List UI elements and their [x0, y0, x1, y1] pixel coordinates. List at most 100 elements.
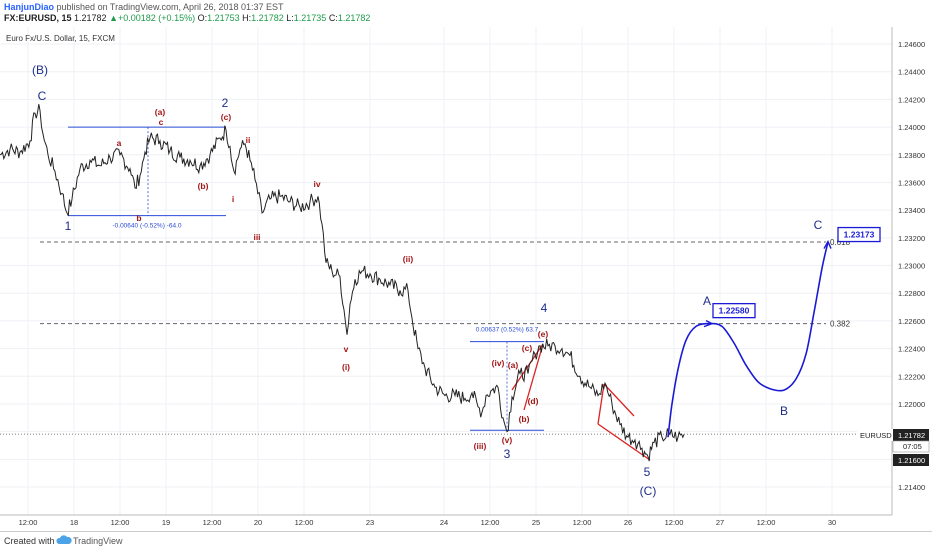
- y-tick-label: 1.22600: [898, 317, 925, 326]
- price-change: +0.00182 (+0.15%): [118, 13, 196, 23]
- symbol-tag-box: [857, 429, 899, 441]
- wave-label: i: [232, 194, 234, 204]
- range-label: 0.00637 (0.52%) 63.7: [476, 327, 539, 334]
- y-tick-label: 1.24400: [898, 68, 925, 77]
- time-axis[interactable]: 12:00 18 12:00 19 12:00 20 12:00 23 24 12:00 25 12:…: [19, 518, 837, 527]
- countdown: 07:05: [903, 442, 922, 451]
- target-box: [837, 226, 881, 243]
- wave-label: 3: [504, 447, 511, 461]
- x-tick-label: 27: [716, 518, 724, 527]
- target-box: [712, 302, 756, 319]
- footer: Created with TradingView: [0, 531, 932, 551]
- x-tick-label: 12:00: [295, 518, 314, 527]
- y-tick-label: 1.23200: [898, 234, 925, 243]
- chart-title: Euro Fx/U.S. Dollar, 15, FXCM: [6, 34, 115, 43]
- author-name[interactable]: HanjunDiao: [4, 2, 55, 12]
- y-tick-label: 1.23800: [898, 151, 925, 160]
- y-tick-label: 1.24000: [898, 123, 925, 132]
- wave-label: iii: [253, 232, 260, 242]
- y-tick-label: 1.22400: [898, 345, 925, 354]
- target-label: 1.22580: [719, 306, 750, 316]
- countdown-box: [892, 440, 930, 453]
- x-tick-label: 12:00: [757, 518, 776, 527]
- falling-channel: [597, 383, 651, 461]
- y-tick-label: 1.21400: [898, 483, 925, 492]
- projection-path: [667, 241, 829, 438]
- wave-label: (c): [522, 343, 533, 353]
- fib-levels: 0.618 0.382: [0, 238, 892, 435]
- range-label: -0.00640 (-0.52%) -64.0: [112, 223, 181, 230]
- created-with-text: Created with: [4, 536, 55, 546]
- x-tick-label: 23: [366, 518, 374, 527]
- fib-level-label: 0.618: [830, 238, 851, 247]
- wave-label: ii: [246, 135, 251, 145]
- range-measurements: -0.00640 (-0.52%) -64.0 0.00637 (0.52%) 6…: [68, 126, 544, 431]
- x-tick-label: 18: [70, 518, 78, 527]
- wave-label: (B): [32, 63, 48, 77]
- wave-label: b: [136, 213, 141, 223]
- tradingview-cloud-icon: [56, 535, 72, 544]
- high-label: H:: [242, 13, 252, 23]
- wave-label: (d): [528, 396, 539, 406]
- wave-label: (v): [502, 435, 513, 445]
- wave-label: (a): [508, 360, 519, 370]
- wave-label: iv: [313, 179, 320, 189]
- wave-label: a: [117, 138, 122, 148]
- fib-level-label: 0.382: [830, 320, 851, 329]
- wave-label: C: [38, 89, 47, 103]
- high-value: 1.21782: [251, 13, 284, 23]
- quote-line: FX:EURUSD, 15 1.21782 ▲+0.00182 (+0.15%)…: [4, 13, 370, 24]
- y-tick-label: 1.22200: [898, 372, 925, 381]
- current-price: 1.21782: [74, 13, 107, 23]
- up-arrow-icon: ▲: [109, 13, 119, 23]
- wave-label: 2: [222, 96, 229, 110]
- low-label: L:: [286, 13, 294, 23]
- wave-label: (iv): [492, 358, 505, 368]
- publish-text: published on TradingView.com, April 26, …: [56, 2, 284, 12]
- price-chart[interactable]: 1.24600 1.24400 1.24200 1.24000 1.23800 1.236…: [0, 0, 932, 531]
- projection-arrows: [703, 239, 832, 328]
- wave-label: 5: [644, 465, 651, 479]
- wave-label: (i): [342, 362, 350, 372]
- x-tick-label: 24: [440, 518, 448, 527]
- open-value: 1.21753: [207, 13, 240, 23]
- y-tick-label: 1.23400: [898, 206, 925, 215]
- close-value: 1.21782: [337, 13, 371, 23]
- symbol-label: FX:EURUSD, 15: [4, 13, 72, 23]
- wave-label: (a): [155, 107, 166, 117]
- last-price-box: [893, 429, 929, 441]
- y-tick-label: 1.24600: [898, 40, 925, 49]
- price-axis[interactable]: 1.24600 1.24400 1.24200 1.24000 1.23800 1.236…: [898, 40, 925, 492]
- x-tick-label: 30: [828, 518, 836, 527]
- tradingview-brand[interactable]: TradingView: [73, 536, 123, 546]
- wave-label: (ii): [403, 254, 414, 264]
- level-tag-box: [893, 454, 929, 466]
- chart-grid: [0, 27, 892, 515]
- wave-label: B: [780, 404, 788, 418]
- wave-label: (c): [221, 112, 232, 122]
- close-label: C:: [328, 13, 338, 23]
- x-tick-label: 20: [254, 518, 262, 527]
- wave-label: C: [814, 218, 823, 232]
- wave-label: (e): [538, 329, 549, 339]
- wave-label: (C): [640, 484, 657, 498]
- y-tick-label: 1.24200: [898, 95, 925, 104]
- x-tick-label: 12:00: [19, 518, 38, 527]
- arrow-icon: [823, 239, 832, 249]
- y-tick-label: 1.23600: [898, 178, 925, 187]
- low-value: 1.21735: [293, 13, 327, 23]
- x-tick-label: 26: [624, 518, 632, 527]
- wave-label: (b): [519, 414, 530, 424]
- y-tick-label: 1.23000: [898, 262, 925, 271]
- wave-label: (b): [198, 181, 209, 191]
- x-tick-label: 25: [532, 518, 540, 527]
- last-price-tag: 1.21782: [898, 431, 925, 440]
- x-tick-label: 12:00: [111, 518, 130, 527]
- x-tick-label: 19: [162, 518, 170, 527]
- level-tag: 1.21600: [898, 456, 925, 465]
- open-label: O:: [197, 13, 208, 23]
- wave-label: A: [703, 294, 711, 308]
- target-label: 1.23173: [844, 230, 875, 240]
- publish-info: HanjunDiao published on TradingView.com,…: [4, 2, 284, 13]
